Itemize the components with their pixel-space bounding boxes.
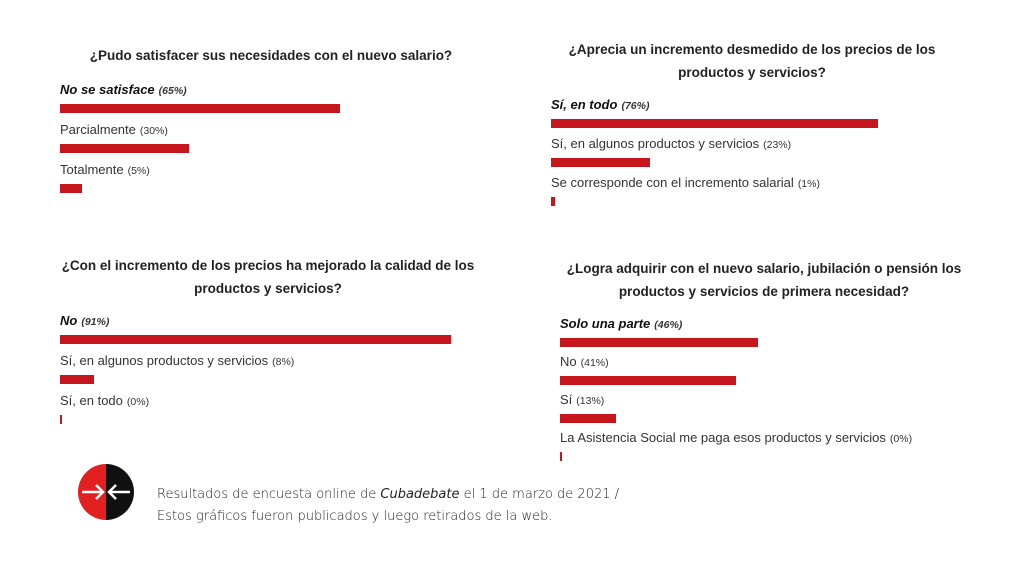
value-label: (65%) bbox=[158, 85, 187, 97]
value-label: (1%) bbox=[797, 178, 820, 190]
value-label: (46%) bbox=[654, 319, 683, 331]
bar bbox=[60, 144, 189, 153]
option-text: Parcialmente bbox=[60, 122, 136, 137]
option-text: No bbox=[560, 354, 577, 369]
bar bbox=[560, 338, 758, 347]
option-text: Sí, en todo bbox=[60, 393, 123, 408]
option-text: No se satisface bbox=[60, 82, 155, 97]
option-label: Sí, en algunos productos y servicios (8%) bbox=[60, 353, 294, 368]
bar bbox=[560, 376, 737, 385]
value-label: (30%) bbox=[139, 125, 168, 137]
option-text: Sí, en todo bbox=[551, 97, 618, 112]
option-label: Totalmente (5%) bbox=[60, 162, 150, 177]
chart-title: ¿Logra adquirir con el nuevo salario, ju… bbox=[566, 261, 962, 299]
option-label: Parcialmente (30%) bbox=[60, 122, 168, 137]
bar-stub bbox=[60, 415, 62, 424]
option-text: Se corresponde con el incremento salaria… bbox=[551, 175, 794, 190]
chart-title: ¿Pudo satisfacer sus necesidades con el … bbox=[89, 48, 453, 63]
bar bbox=[551, 197, 556, 206]
option-label: La Asistencia Social me paga esos produc… bbox=[560, 430, 912, 445]
footer-text: Cubadebate bbox=[380, 487, 460, 502]
option-label: Sí, en algunos productos y servicios (23%… bbox=[551, 136, 791, 151]
bar bbox=[60, 184, 82, 193]
chart-title: ¿Con el incremento de los precios ha mej… bbox=[61, 258, 475, 296]
option-label: Se corresponde con el incremento salaria… bbox=[551, 175, 820, 190]
value-label: (13%) bbox=[576, 395, 605, 407]
value-label: (76%) bbox=[621, 100, 650, 112]
footer-text: Resultados de encuesta online de bbox=[157, 487, 381, 502]
option-text: Sí, en algunos productos y servicios bbox=[60, 353, 269, 368]
value-label: (91%) bbox=[81, 316, 110, 328]
value-label: (8%) bbox=[272, 356, 295, 368]
option-text: Sí, en algunos productos y servicios bbox=[551, 136, 760, 151]
bar bbox=[60, 335, 452, 344]
option-label: No se satisface (65%) bbox=[60, 82, 187, 97]
option-label: Sí, en todo (0%) bbox=[60, 393, 149, 408]
option-label: Solo una parte (46%) bbox=[560, 316, 682, 331]
value-label: (23%) bbox=[763, 139, 792, 151]
option-label: Sí, en todo (76%) bbox=[551, 97, 649, 112]
option-label: No (91%) bbox=[60, 313, 109, 328]
bar-stub bbox=[560, 452, 562, 461]
option-text: Sí bbox=[560, 392, 573, 407]
bar bbox=[60, 104, 340, 113]
bar bbox=[551, 158, 650, 167]
footer-line: Estos gráficos fueron publicados y luego… bbox=[157, 509, 553, 524]
footer-text: el 1 de marzo de 2021 / bbox=[459, 487, 620, 502]
chart-title: ¿Aprecia un incremento desmedido de los … bbox=[568, 42, 936, 80]
value-label: (0%) bbox=[126, 396, 150, 408]
logo bbox=[78, 464, 134, 520]
value-label: (41%) bbox=[580, 357, 609, 369]
option-text: Solo una parte bbox=[560, 316, 651, 331]
option-label: Sí (13%) bbox=[560, 392, 604, 407]
option-text: Totalmente bbox=[60, 162, 124, 177]
value-label: (0%) bbox=[889, 433, 913, 445]
option-text: La Asistencia Social me paga esos produc… bbox=[560, 430, 886, 445]
bar bbox=[60, 375, 95, 384]
footer-line: Resultados de encuesta online de Cubadeb… bbox=[157, 487, 619, 502]
bar bbox=[560, 414, 616, 423]
value-label: (5%) bbox=[127, 165, 150, 177]
option-text: No bbox=[60, 313, 78, 328]
option-label: No (41%) bbox=[560, 354, 609, 369]
bar bbox=[551, 119, 878, 128]
